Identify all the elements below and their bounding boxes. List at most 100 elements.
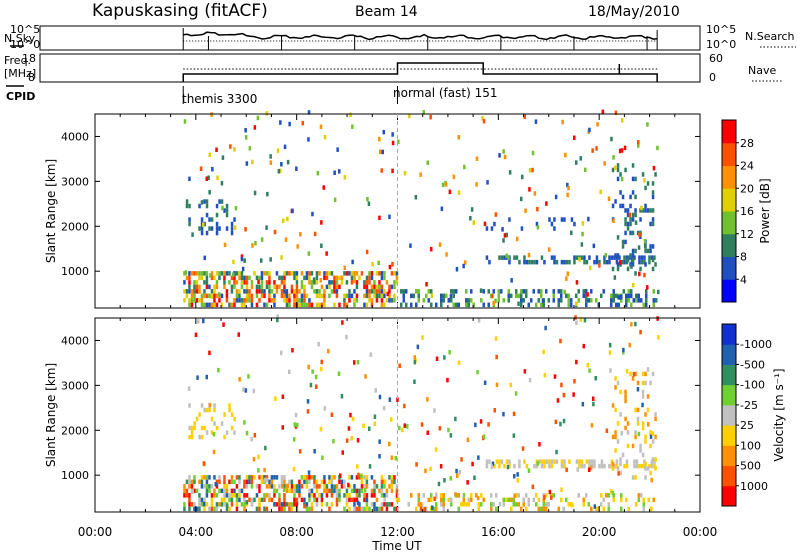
power-cell	[225, 208, 229, 213]
velocity-cell	[550, 459, 554, 464]
power-cell	[255, 293, 259, 299]
power-cell	[517, 301, 520, 306]
velocity-cell	[460, 457, 463, 462]
velocity-cell	[300, 484, 304, 489]
velocity-cell	[643, 459, 646, 464]
velocity-cell	[360, 484, 364, 489]
power-cell	[648, 255, 651, 260]
velocity-cell	[378, 439, 381, 444]
power-cell	[288, 302, 291, 308]
velocity-ylabel: Slant Range [km]	[44, 363, 58, 467]
power-cell	[265, 284, 269, 290]
velocity-cell	[193, 475, 196, 480]
power-cell	[283, 284, 286, 290]
velocity-cell	[341, 320, 344, 325]
power-cell	[480, 298, 483, 303]
power-cell	[248, 298, 251, 303]
power-cell	[238, 271, 241, 276]
power-cell	[283, 144, 287, 150]
velocity-cell	[624, 389, 627, 395]
velocity-cell	[203, 475, 206, 480]
power-cell	[245, 280, 249, 285]
velocity-cell	[575, 359, 578, 365]
power-cell	[382, 129, 385, 135]
velocity-cell	[283, 484, 286, 489]
power-cell	[293, 298, 296, 303]
power-cell	[622, 289, 625, 294]
power-cell	[323, 134, 327, 140]
power-cell	[193, 271, 196, 276]
power-cell	[229, 144, 232, 149]
power-cell	[628, 212, 632, 218]
power-cell	[349, 112, 352, 118]
power-cell	[485, 226, 489, 231]
power-cell	[320, 302, 324, 308]
time-tick-label: 04:00	[179, 525, 214, 539]
power-cell	[591, 148, 594, 153]
power-cell	[208, 293, 211, 299]
velocity-cell	[642, 506, 645, 512]
power-cell	[198, 298, 201, 303]
power-cell	[238, 275, 241, 281]
velocity-cell	[531, 484, 535, 490]
power-cell	[391, 132, 394, 137]
velocity-cell	[644, 434, 647, 440]
power-cell	[388, 264, 392, 270]
power-cell	[616, 253, 620, 258]
power-cell	[340, 280, 344, 285]
velocity-cell	[280, 502, 284, 507]
power-cell	[414, 195, 418, 200]
power-cell	[492, 300, 495, 306]
velocity-cell	[309, 382, 313, 388]
power-cell	[651, 194, 655, 200]
power-cell	[211, 166, 214, 172]
power-cell	[300, 271, 304, 276]
velocity-cell	[233, 430, 236, 435]
power-cell	[402, 289, 405, 294]
velocity-cell	[347, 482, 350, 488]
velocity-cell	[248, 497, 251, 503]
power-cell	[300, 293, 304, 299]
power-cell	[377, 260, 380, 266]
power-cell	[429, 114, 432, 120]
power-cell	[634, 194, 637, 200]
velocity-cell	[263, 475, 266, 480]
velocity-cell	[609, 368, 612, 373]
power-cell	[355, 284, 359, 290]
power-cell	[585, 259, 589, 265]
power-cell	[380, 298, 384, 303]
power-cell	[583, 255, 586, 260]
power-cell	[400, 302, 403, 308]
power-cell	[251, 159, 254, 165]
power-cell	[610, 255, 614, 260]
velocity-cell	[636, 387, 640, 392]
power-cell	[492, 289, 495, 294]
power-cell	[233, 147, 236, 152]
velocity-cell	[350, 475, 354, 480]
power-cell	[368, 289, 371, 294]
velocity-cell	[213, 421, 216, 426]
power-cell	[223, 271, 226, 276]
velocity-cell	[433, 408, 436, 413]
power-cell	[510, 278, 513, 283]
velocity-cell	[516, 478, 520, 483]
velocity-cell	[356, 360, 360, 365]
power-cell	[625, 298, 628, 303]
velocity-cell	[646, 407, 650, 413]
power-cell	[303, 289, 306, 294]
velocity-cell	[213, 488, 216, 494]
power-cell	[295, 293, 299, 299]
velocity-cell	[293, 437, 296, 442]
velocity-cell	[252, 388, 255, 394]
velocity-cell	[193, 479, 196, 485]
power-cell	[502, 298, 505, 303]
velocity-cell	[375, 497, 379, 503]
velocity-cell	[635, 459, 639, 464]
velocity-cell	[351, 416, 355, 422]
velocity-cell	[265, 506, 269, 512]
power-cell	[654, 262, 657, 267]
power-cell	[520, 298, 523, 303]
power-cell	[627, 293, 630, 299]
velocity-cell	[296, 422, 299, 428]
power-cell	[629, 203, 632, 209]
